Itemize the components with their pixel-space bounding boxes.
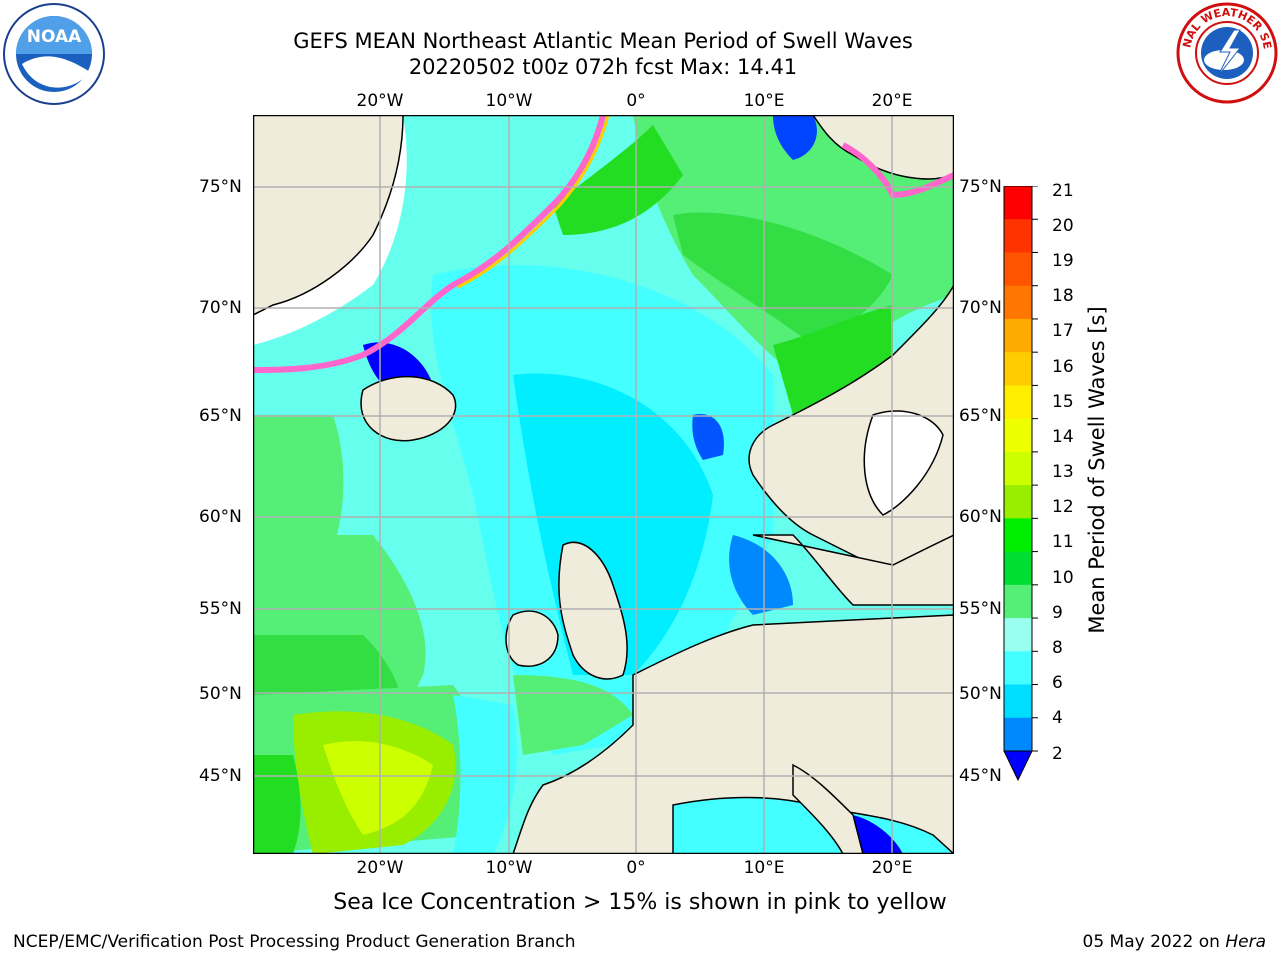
lat-label-left: 55°N <box>199 599 242 619</box>
lon-label-top: 10°E <box>743 91 785 111</box>
colorbar-tick: 21 <box>1052 181 1074 201</box>
colorbar-tick: 12 <box>1052 497 1074 517</box>
colorbar-tick: 4 <box>1052 708 1063 728</box>
lon-label-top: 20°W <box>356 91 404 111</box>
lon-label-top: 20°E <box>871 91 913 111</box>
lat-label-left: 45°N <box>199 766 242 786</box>
lat-label-right: 60°N <box>959 507 1002 527</box>
colorbar-segment <box>1004 252 1032 287</box>
colorbar <box>1003 186 1038 782</box>
land-masses <box>253 115 954 854</box>
colorbar-segment <box>1004 418 1032 453</box>
sea-ice-note: Sea Ice Concentration > 15% is shown in … <box>333 890 947 915</box>
map-frame <box>253 115 954 854</box>
lat-label-left: 50°N <box>199 684 242 704</box>
colorbar-tick: 11 <box>1052 532 1074 552</box>
lat-label-right: 50°N <box>959 684 1002 704</box>
colorbar-segment <box>1004 618 1032 652</box>
colorbar-segment <box>1004 651 1032 686</box>
lon-label-bottom: 20°E <box>871 858 913 878</box>
swell-period-map <box>253 115 954 854</box>
lon-label-bottom: 10°W <box>485 858 533 878</box>
colorbar-tick: 14 <box>1052 427 1074 447</box>
lat-label-right: 70°N <box>959 298 1002 318</box>
colorbar-segment <box>1004 219 1032 253</box>
lon-label-bottom: 0° <box>626 858 646 878</box>
footer-host: Hera <box>1225 932 1266 952</box>
colorbar-segment <box>1004 551 1032 586</box>
lat-label-right: 65°N <box>959 406 1002 426</box>
colorbar-label: Mean Period of Swell Waves [s] <box>1085 306 1109 634</box>
sea-ice-edge <box>253 115 954 373</box>
colorbar-segment <box>1004 717 1032 752</box>
lat-label-left: 65°N <box>199 406 242 426</box>
lat-label-left: 75°N <box>199 177 242 197</box>
chart-title: GEFS MEAN Northeast Atlantic Mean Period… <box>293 29 913 53</box>
noaa-logo-text: NOAA <box>27 27 82 47</box>
colorbar-segment <box>1004 684 1032 719</box>
national-weather-service-logo: NATIONAL WEATHER SERVICE <box>1176 2 1278 104</box>
colorbar-tick: 20 <box>1052 216 1074 236</box>
colorbar-tick: 16 <box>1052 357 1074 377</box>
colorbar-tick: 18 <box>1052 286 1074 306</box>
colorbar-tick: 17 <box>1052 321 1074 341</box>
colorbar-segment <box>1004 584 1032 619</box>
footer-credit: NCEP/EMC/Verification Post Processing Pr… <box>13 932 576 952</box>
lat-label-right: 55°N <box>959 599 1002 619</box>
graticule <box>253 115 954 854</box>
colorbar-segment <box>1004 518 1032 553</box>
colorbar-segment <box>1004 485 1032 519</box>
chart-subtitle: 20220502 t00z 072h fcst Max: 14.41 <box>408 55 798 79</box>
colorbar-tick: 13 <box>1052 462 1074 482</box>
colorbar-tick: 8 <box>1052 638 1063 658</box>
colorbar-extend-triangle <box>1003 750 1033 782</box>
lat-label-right: 75°N <box>959 177 1002 197</box>
lon-label-top: 0° <box>626 91 646 111</box>
lon-label-bottom: 10°E <box>743 858 785 878</box>
colorbar-segment <box>1004 352 1032 386</box>
footer-date-text: 05 May 2022 on <box>1082 932 1226 952</box>
colorbar-tick: 19 <box>1052 251 1074 271</box>
lon-label-top: 10°W <box>485 91 533 111</box>
lat-label-left: 60°N <box>199 507 242 527</box>
lat-label-left: 70°N <box>199 298 242 318</box>
colorbar-tick: 15 <box>1052 392 1074 412</box>
lat-label-right: 45°N <box>959 766 1002 786</box>
noaa-logo: NOAA <box>3 3 105 105</box>
colorbar-segment <box>1004 318 1032 353</box>
colorbar-segment <box>1004 186 1032 220</box>
colorbar-tick: 10 <box>1052 568 1074 588</box>
colorbar-tick: 6 <box>1052 673 1063 693</box>
lon-label-bottom: 20°W <box>356 858 404 878</box>
colorbar-tick: 9 <box>1052 603 1063 623</box>
colorbar-segment <box>1004 385 1032 420</box>
colorbar-segment <box>1004 451 1032 486</box>
footer-date: 05 May 2022 on Hera <box>1083 932 1267 952</box>
colorbar-segment <box>1004 285 1032 320</box>
colorbar-tick: 2 <box>1052 744 1063 764</box>
